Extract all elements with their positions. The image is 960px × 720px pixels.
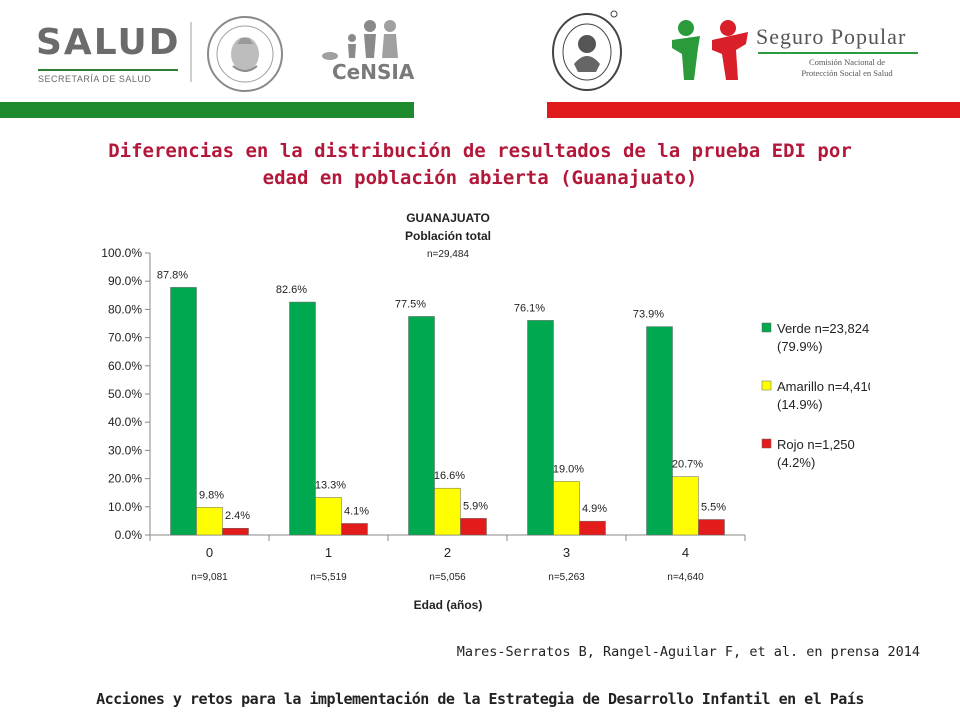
chart-subtitle: Población total	[405, 229, 491, 243]
bar-value-label: 16.6%	[434, 470, 465, 482]
seguro-popular-title: Seguro Popular	[756, 24, 907, 49]
bar	[196, 507, 223, 536]
bar	[527, 320, 554, 536]
mexico-seal-icon	[207, 16, 283, 92]
seguro-popular-rule	[758, 52, 918, 54]
bar	[460, 518, 487, 536]
censia-family-icon	[322, 20, 398, 60]
header-band-red	[547, 102, 960, 118]
x-tick-label: 0	[206, 545, 213, 560]
bar-value-label: 19.0%	[553, 463, 584, 475]
bar-value-label: 73.9%	[633, 309, 664, 321]
bar	[341, 523, 368, 536]
bar-value-label: 13.3%	[315, 479, 346, 491]
seguro-popular-figures-icon	[672, 20, 748, 80]
header-band-green	[0, 102, 414, 118]
bar	[289, 301, 316, 536]
salud-logo-rule	[38, 69, 178, 71]
x-axis-label: Edad (años)	[414, 598, 483, 612]
y-tick-label: 10.0%	[108, 500, 142, 514]
bar-value-label: 4.9%	[582, 503, 607, 515]
y-tick-label: 0.0%	[115, 528, 143, 542]
x-tick-label: 4	[682, 545, 689, 560]
x-tick-label: 3	[563, 545, 570, 560]
bar-value-label: 2.4%	[225, 510, 250, 522]
bar	[646, 326, 673, 536]
bar-value-label: 4.1%	[344, 505, 369, 517]
salud-logo: SALUD SECRETARÍA DE SALUD	[18, 18, 181, 88]
chart-title: GUANAJUATO	[406, 211, 490, 225]
legend-label: Rojo n=1,250	[777, 437, 855, 452]
y-tick-label: 100.0%	[101, 246, 142, 260]
slide-title: Diferencias en la distribución de result…	[40, 138, 920, 192]
legend-swatch	[761, 322, 772, 333]
bar	[579, 520, 606, 536]
bar	[553, 481, 580, 536]
seguro-popular-subtitle: Comisión Nacional de Protección Social e…	[772, 57, 922, 79]
bar-value-label: 5.9%	[463, 500, 488, 512]
seguro-popular-subtitle-line1: Comisión Nacional de	[808, 57, 885, 67]
bar	[434, 487, 461, 536]
bar	[408, 316, 435, 536]
slide-title-line1: Diferencias en la distribución de result…	[108, 140, 852, 162]
legend-label-extra: (79.9%)	[777, 339, 823, 354]
category-n-label: n=5,519	[310, 572, 347, 583]
y-tick-label: 20.0%	[108, 472, 142, 486]
legend-swatch	[761, 438, 772, 449]
salud-logo-title: SALUD	[36, 22, 181, 63]
bar-value-label: 9.8%	[199, 489, 224, 501]
bar	[672, 476, 699, 536]
x-tick-label: 1	[325, 545, 332, 560]
bar	[170, 287, 197, 536]
y-tick-label: 90.0%	[108, 274, 142, 288]
citation: Mares-Serratos B, Rangel-Aguilar F, et a…	[456, 644, 920, 660]
bar-value-label: 20.7%	[672, 459, 703, 471]
legend-label: Verde n=23,824	[777, 321, 869, 336]
censia-logo: CeNSIA	[310, 18, 414, 88]
y-tick-label: 80.0%	[108, 302, 142, 316]
category-n-label: n=9,081	[191, 572, 228, 583]
y-tick-label: 70.0%	[108, 331, 142, 345]
bar-chart: GUANAJUATO Población total n=29,484 0.0% 10.…	[101, 211, 870, 612]
hospital-infantil-seal-icon	[552, 10, 622, 91]
censia-logo-title: CeNSIA	[332, 60, 415, 84]
y-tick-label: 60.0%	[108, 359, 142, 373]
bar	[698, 519, 725, 536]
category-n-label: n=5,056	[429, 572, 466, 583]
y-tick-label: 40.0%	[108, 415, 142, 429]
legend-swatch	[761, 380, 772, 391]
salud-logo-subtitle: SECRETARÍA DE SALUD	[38, 74, 152, 84]
legend-label-extra: (14.9%)	[777, 397, 823, 412]
category-n-label: n=5,263	[548, 572, 585, 583]
y-tick-label: 30.0%	[108, 443, 142, 457]
bar-value-label: 5.5%	[701, 501, 726, 513]
legend-label-extra: (4.2%)	[777, 455, 815, 470]
seguro-popular-subtitle-line2: Protección Social en Salud	[801, 68, 893, 78]
x-tick-label: 2	[444, 545, 451, 560]
category-n-label: n=4,640	[667, 572, 704, 583]
slide-footer: Acciones y retos para la implementación …	[96, 690, 864, 708]
bar	[315, 497, 342, 536]
bar-value-label: 87.8%	[157, 269, 188, 281]
slide-title-line2: edad en población abierta (Guanajuato)	[262, 167, 698, 189]
chart-total-n: n=29,484	[427, 249, 469, 260]
legend-label: Amarillo n=4,410	[777, 379, 870, 394]
y-tick-label: 50.0%	[108, 387, 142, 401]
bar-value-label: 76.1%	[514, 302, 545, 314]
header-divider	[190, 22, 192, 82]
bar-value-label: 82.6%	[276, 284, 307, 296]
bar	[222, 527, 249, 536]
bar-value-label: 77.5%	[395, 298, 426, 310]
